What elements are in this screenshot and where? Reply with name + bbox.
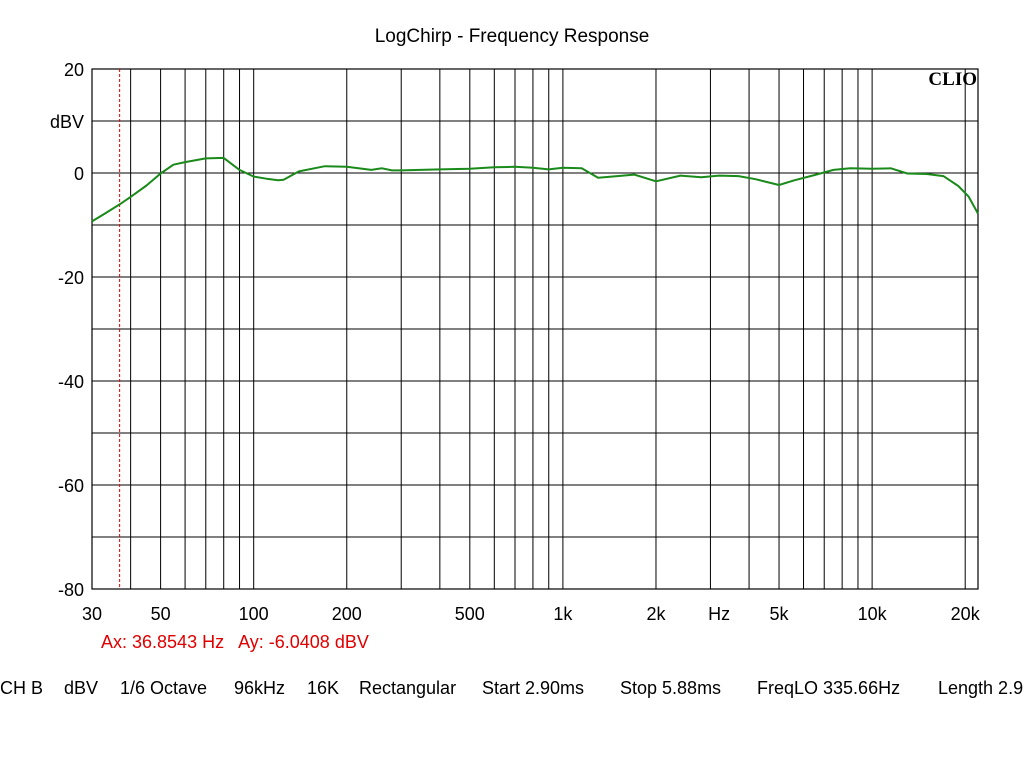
grid-layer	[92, 69, 978, 589]
status-item: FreqLO 335.66Hz	[757, 678, 901, 698]
status-item: Stop 5.88ms	[620, 678, 722, 698]
y-axis-labels: 20 dBV 0 -20 -40 -60 -80	[50, 60, 84, 600]
status-item: Length 2.98ms	[938, 678, 1024, 698]
clio-logo: CLIO	[928, 69, 977, 90]
y-tick-label: -20	[58, 268, 84, 288]
status-item: dBV	[64, 678, 99, 698]
y-tick-label: 0	[74, 164, 84, 184]
x-axis-labels: 30 50 100 200 500 1k 2k Hz 5k 10k 20k	[82, 604, 981, 624]
x-tick-label: 5k	[770, 604, 790, 624]
status-item: 1/6 Octave	[120, 678, 208, 698]
x-tick-label: 50	[151, 604, 171, 624]
y-tick-label: 20	[64, 60, 84, 80]
status-item: CH B	[0, 678, 44, 698]
frequency-response-chart: LogChirp - Frequency Response 20 dBV 0 -20 -…	[50, 26, 981, 652]
status-item: Start 2.90ms	[482, 678, 585, 698]
chart-title: LogChirp - Frequency Response	[375, 26, 650, 47]
x-tick-label: 10k	[858, 604, 888, 624]
status-item: 96kHz	[234, 678, 286, 698]
x-tick-label: 30	[82, 604, 102, 624]
measurement-status-bar: CH B dBV 1/6 Octave 96kHz 16K Rectangular Star…	[0, 676, 1024, 702]
x-tick-label: 20k	[951, 604, 981, 624]
x-tick-label: 500	[455, 604, 485, 624]
x-tick-label: 1k	[553, 604, 573, 624]
cursor-readout: Ax: 36.8543 Hz Ay: -6.0408 dBV	[101, 632, 369, 652]
plot-area-frame	[91, 68, 979, 590]
x-tick-label: 2k	[646, 604, 666, 624]
y-tick-label: dBV	[50, 112, 84, 132]
y-tick-label: -40	[58, 372, 84, 392]
x-tick-label: 100	[239, 604, 269, 624]
series-layer	[91, 156, 979, 223]
x-tick-label: 200	[332, 604, 362, 624]
x-tick-label: Hz	[708, 604, 730, 624]
status-item: Rectangular	[359, 678, 457, 698]
y-tick-label: -60	[58, 476, 84, 496]
status-item: 16K	[307, 678, 340, 698]
response-curve	[91, 156, 979, 223]
y-tick-label: -80	[58, 580, 84, 600]
